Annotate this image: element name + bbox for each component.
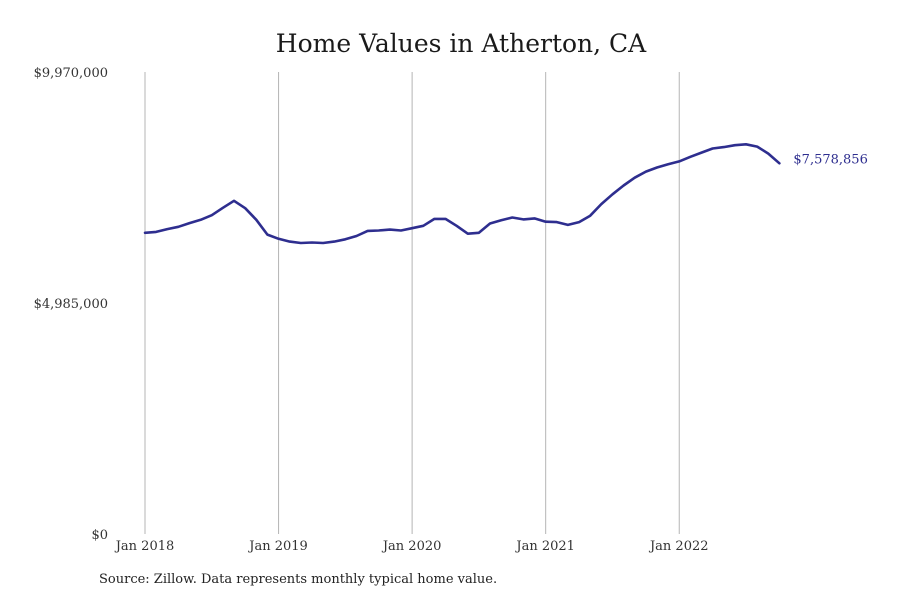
series-line-0 xyxy=(143,143,781,245)
end-value-label: $7,578,856 xyxy=(793,152,867,167)
y-tick-label: $4,985,000 xyxy=(34,297,108,312)
chart-title: Home Values in Atherton, CA xyxy=(276,29,647,58)
x-tick-label: Jan 2018 xyxy=(114,539,175,554)
y-axis-ticks: $0 $4,985,000 $9,970,000 xyxy=(34,66,108,543)
y-tick-label: $0 xyxy=(91,528,108,543)
x-tick-label: Jan 2019 xyxy=(247,539,308,554)
gridlines xyxy=(144,72,680,534)
y-tick-label: $9,970,000 xyxy=(34,66,108,81)
x-tick-label: Jan 2020 xyxy=(381,539,442,554)
x-axis-ticks: Jan 2018 Jan 2019 Jan 2020 Jan 2021 Jan 2022 xyxy=(114,539,709,554)
x-tick-label: Jan 2021 xyxy=(514,539,575,554)
x-tick-label: Jan 2022 xyxy=(648,539,709,554)
source-note: Source: Zillow. Data represents monthly … xyxy=(99,572,498,587)
series-lines xyxy=(143,143,781,245)
